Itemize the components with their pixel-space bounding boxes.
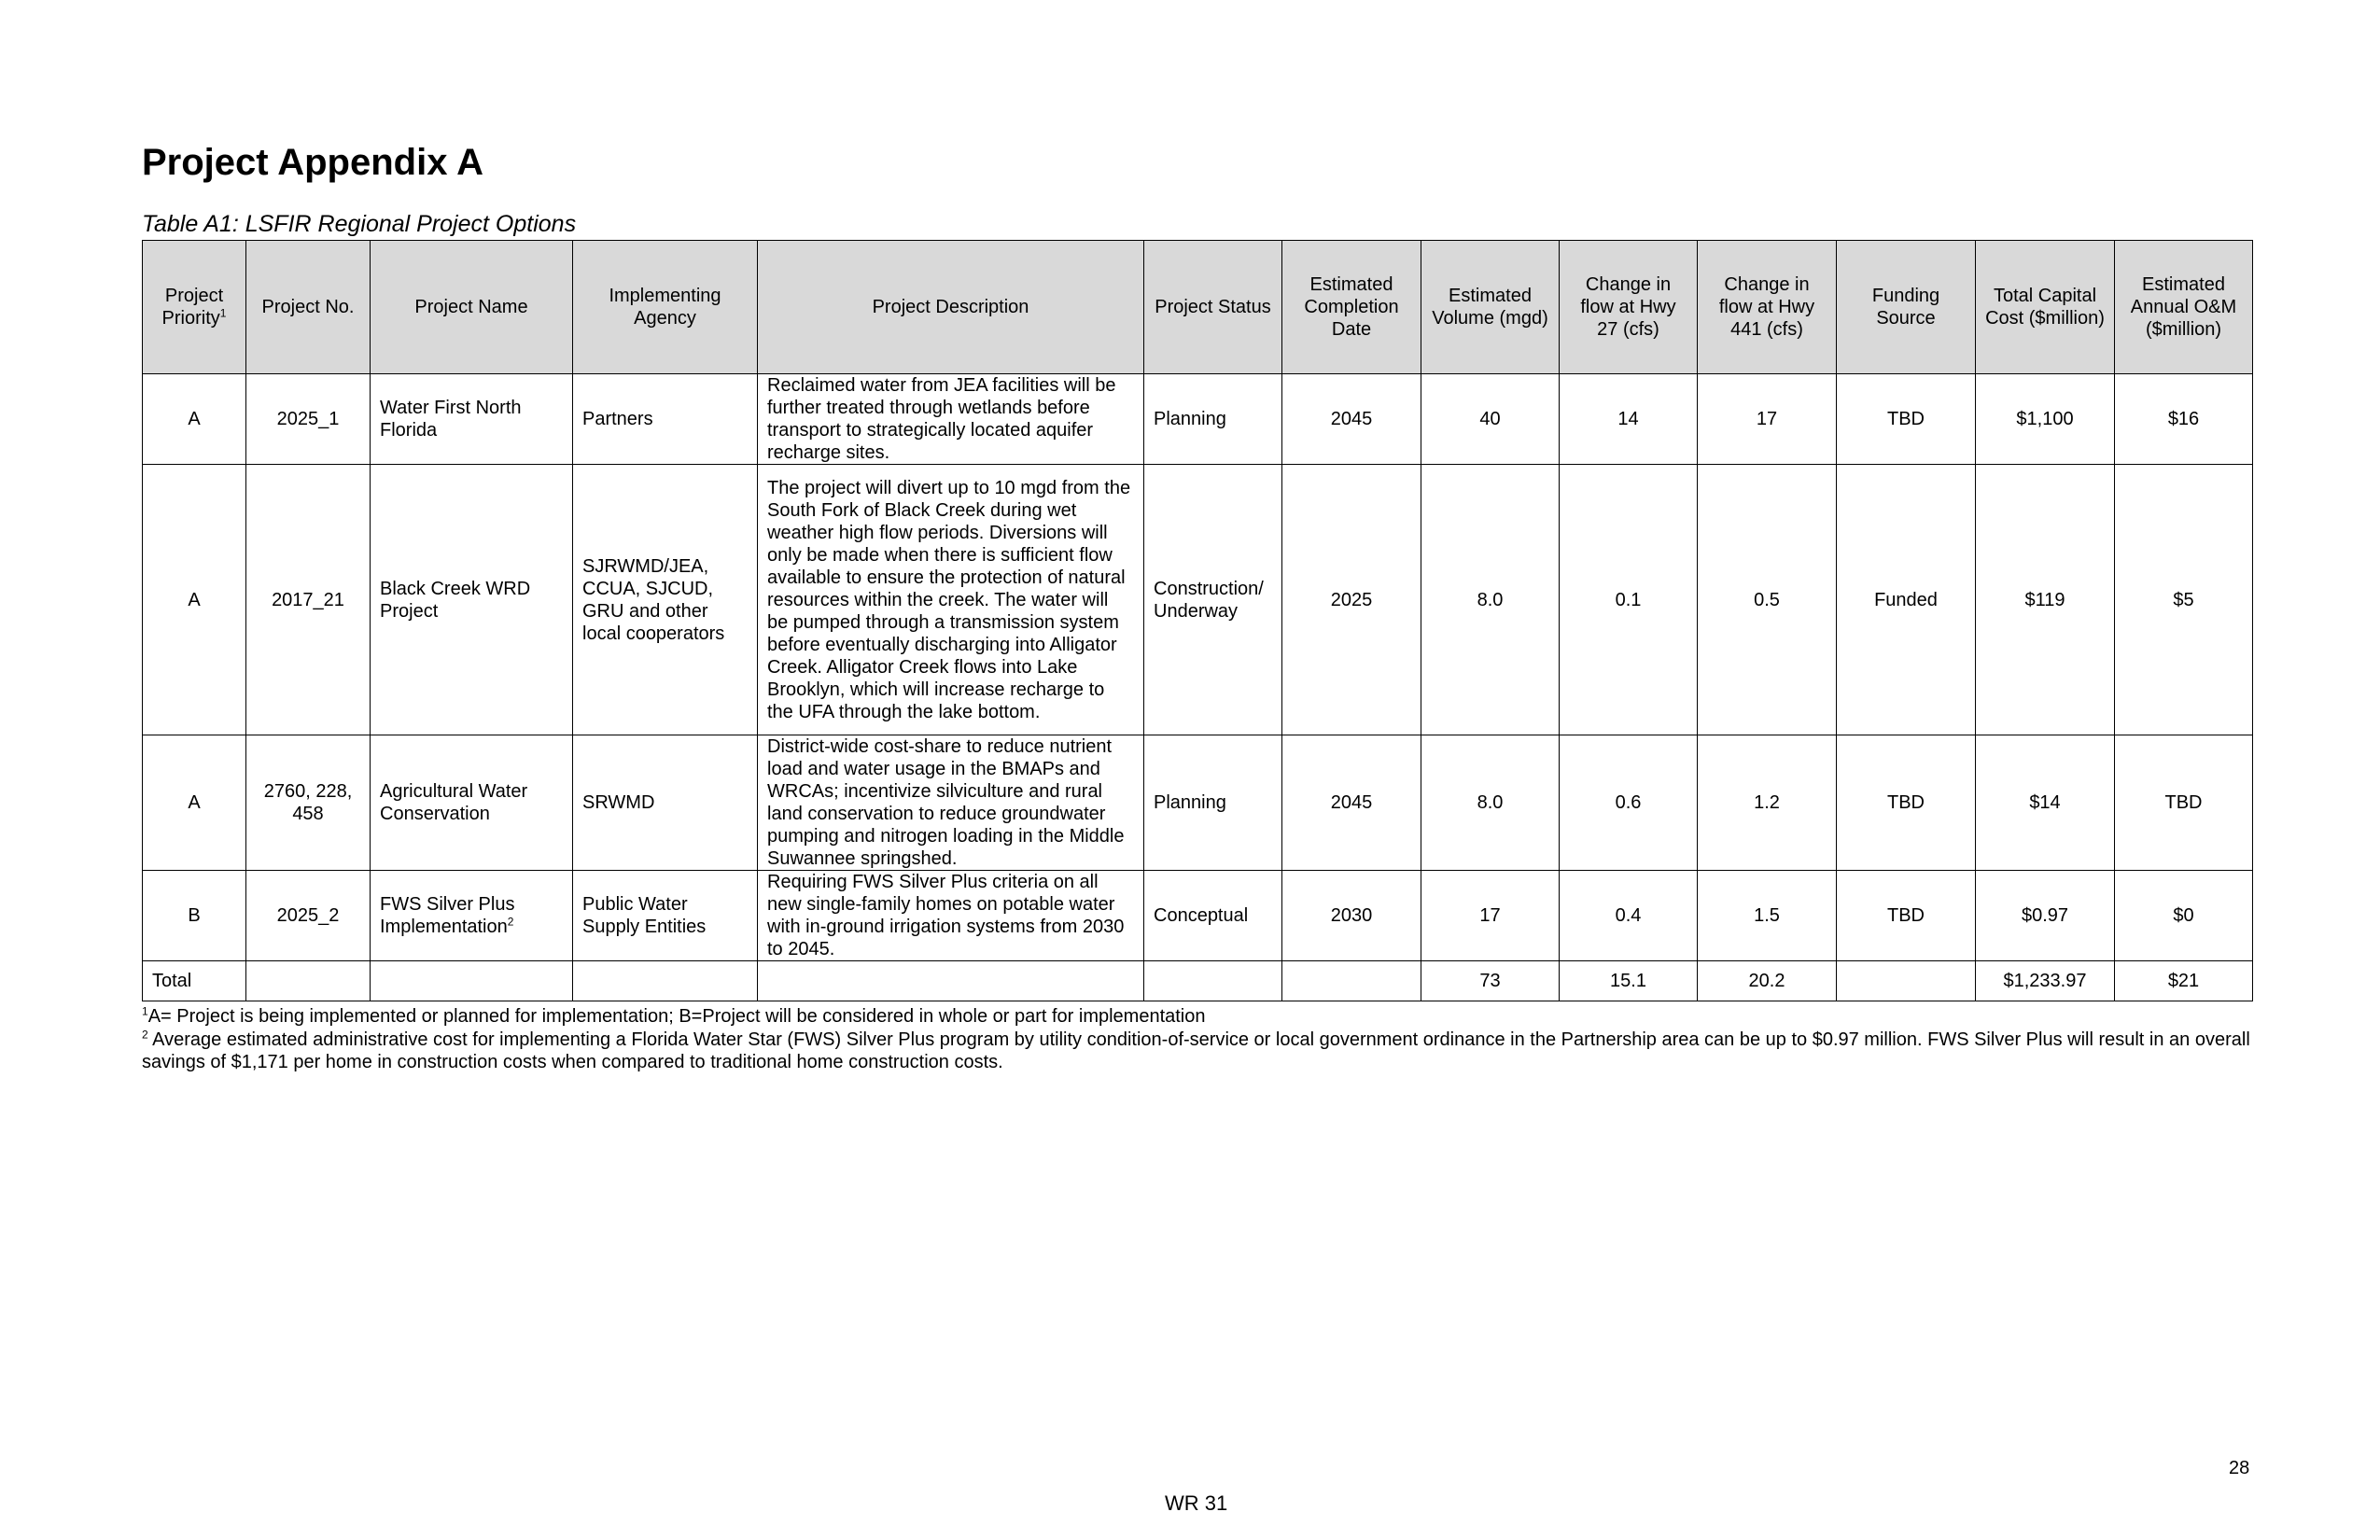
cell-om: $5 (2114, 464, 2253, 735)
cell-status: Planning (1143, 373, 1282, 465)
page-title: Project Appendix A (142, 142, 483, 183)
column-header: Change in flow at Hwy 27 (cfs) (1559, 240, 1698, 374)
cell-om: TBD (2114, 735, 2253, 871)
cell-volume: 17 (1421, 870, 1560, 961)
cell-description: The project will divert up to 10 mgd fro… (757, 464, 1144, 735)
cell-status: Construction/ Underway (1143, 464, 1282, 735)
column-header: Total Capital Cost ($million) (1975, 240, 2115, 374)
cell-capital: $14 (1975, 735, 2115, 871)
cell-status: Planning (1143, 735, 1282, 871)
total-capital: $1,233.97 (1975, 960, 2115, 1001)
footer-code: WR 31 (1165, 1491, 1228, 1515)
cell-agency: SRWMD (572, 735, 758, 871)
cell-priority: A (142, 464, 246, 735)
cell-capital: $0.97 (1975, 870, 2115, 961)
cell-funding: TBD (1836, 870, 1976, 961)
cell-om: $0 (2114, 870, 2253, 961)
cell-flow27: 0.6 (1559, 735, 1698, 871)
total-flow441: 20.2 (1697, 960, 1837, 1001)
total-empty-cell (572, 960, 758, 1001)
cell-capital: $119 (1975, 464, 2115, 735)
cell-funding: Funded (1836, 464, 1976, 735)
column-header: Project Description (757, 240, 1144, 374)
total-row: Total 73 15.1 20.2 $1,233.97 $21 (142, 960, 2253, 1001)
total-empty-cell (1836, 960, 1976, 1001)
table-header-row: Project Priority1 Project No. Project Na… (142, 240, 2253, 374)
total-empty-cell (245, 960, 371, 1001)
cell-name: Agricultural Water Conservation (370, 735, 573, 871)
footnote-1: 1A= Project is being implemented or plan… (142, 1004, 1206, 1027)
cell-name: Black Creek WRD Project (370, 464, 573, 735)
cell-flow27: 0.1 (1559, 464, 1698, 735)
column-header: Estimated Completion Date (1281, 240, 1421, 374)
column-header: Funding Source (1836, 240, 1976, 374)
column-header: Project No. (245, 240, 371, 374)
cell-volume: 8.0 (1421, 735, 1560, 871)
cell-funding: TBD (1836, 735, 1976, 871)
page-number: 28 (2229, 1458, 2250, 1478)
total-om: $21 (2114, 960, 2253, 1001)
cell-agency: SJRWMD/JEA, CCUA, SJCUD, GRU and other l… (572, 464, 758, 735)
cell-description: District-wide cost-share to reduce nutri… (757, 735, 1144, 871)
cell-om: $16 (2114, 373, 2253, 465)
total-empty-cell (1143, 960, 1282, 1001)
cell-completion: 2045 (1281, 735, 1421, 871)
total-empty-cell (1281, 960, 1421, 1001)
cell-flow441: 0.5 (1697, 464, 1837, 735)
cell-number: 2017_21 (245, 464, 371, 735)
table-row: B 2025_2 FWS Silver Plus Implementation2 Pu… (142, 870, 2253, 961)
total-empty-cell (370, 960, 573, 1001)
cell-completion: 2045 (1281, 373, 1421, 465)
cell-completion: 2025 (1281, 464, 1421, 735)
cell-volume: 40 (1421, 373, 1560, 465)
cell-number: 2760, 228, 458 (245, 735, 371, 871)
cell-flow27: 0.4 (1559, 870, 1698, 961)
cell-funding: TBD (1836, 373, 1976, 465)
cell-status: Conceptual (1143, 870, 1282, 961)
footnote-2: 2 Average estimated administrative cost … (142, 1028, 2250, 1072)
cell-volume: 8.0 (1421, 464, 1560, 735)
total-label: Total (142, 960, 246, 1001)
cell-flow441: 1.2 (1697, 735, 1837, 871)
total-volume: 73 (1421, 960, 1560, 1001)
cell-number: 2025_1 (245, 373, 371, 465)
column-header: Implementing Agency (572, 240, 758, 374)
column-header: Estimated Volume (mgd) (1421, 240, 1560, 374)
total-flow27: 15.1 (1559, 960, 1698, 1001)
column-header: Estimated Annual O&M ($million) (2114, 240, 2253, 374)
cell-completion: 2030 (1281, 870, 1421, 961)
table-row: A 2760, 228, 458 Agricultural Water Conser… (142, 735, 2253, 871)
column-header: Change in flow at Hwy 441 (cfs) (1697, 240, 1837, 374)
table-caption: Table A1: LSFIR Regional Project Options (142, 211, 577, 237)
cell-flow441: 1.5 (1697, 870, 1837, 961)
cell-name: FWS Silver Plus Implementation2 (370, 870, 573, 961)
total-empty-cell (757, 960, 1144, 1001)
cell-name: Water First North Florida (370, 373, 573, 465)
column-header: Project Status (1143, 240, 1282, 374)
cell-agency: Partners (572, 373, 758, 465)
column-header: Project Priority1 (142, 240, 246, 374)
cell-description: Reclaimed water from JEA facilities will… (757, 373, 1144, 465)
cell-priority: B (142, 870, 246, 961)
cell-capital: $1,100 (1975, 373, 2115, 465)
cell-flow27: 14 (1559, 373, 1698, 465)
table-row: A 2025_1 Water First North Florida Partners… (142, 373, 2253, 465)
column-header: Project Name (370, 240, 573, 374)
cell-number: 2025_2 (245, 870, 371, 961)
project-options-table: Project Priority1 Project No. Project Na… (142, 240, 2253, 1001)
table-row: A 2017_21 Black Creek WRD Project SJRWMD/JE… (142, 464, 2253, 735)
cell-priority: A (142, 735, 246, 871)
cell-flow441: 17 (1697, 373, 1837, 465)
cell-priority: A (142, 373, 246, 465)
cell-agency: Public Water Supply Entities (572, 870, 758, 961)
cell-description: Requiring FWS Silver Plus criteria on al… (757, 870, 1144, 961)
